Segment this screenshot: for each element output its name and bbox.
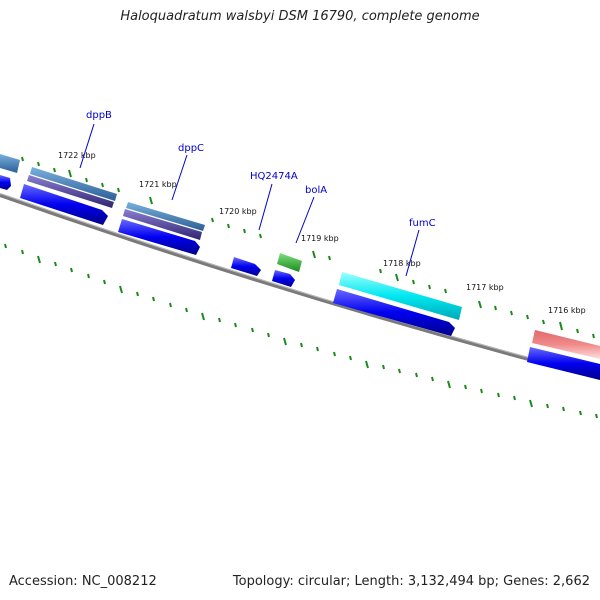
tick-label-1716: 1716 kbp — [548, 306, 586, 315]
cds-arrow-2 — [20, 184, 108, 225]
tick-label-1722: 1722 kbp — [58, 151, 96, 160]
cds-arrow-7 — [527, 347, 600, 380]
tick-label-1720: 1720 kbp — [219, 207, 257, 216]
map-title: Haloquadratum walsbyi DSM 16790, complet… — [120, 9, 480, 24]
gene-leader-lines — [79, 123, 420, 277]
cds-arrow-3 — [118, 219, 200, 255]
feature-band-dppB-upper — [30, 167, 117, 201]
tick-label-1721: 1721 kbp — [139, 180, 177, 189]
tick-label-1717: 1717 kbp — [466, 283, 504, 292]
cds-arrow-4 — [231, 257, 261, 276]
tick-label-1718: 1718 kbp — [383, 259, 421, 268]
feature-band-dppC-lower — [123, 209, 202, 240]
accession-text: Accession: NC_008212 — [9, 574, 157, 589]
tick-label-1719: 1719 kbp — [301, 234, 339, 243]
genome-summary-text: Topology: circular; Length: 3,132,494 bp… — [232, 574, 590, 589]
kbp-tick-labels: 1722 kbp 1721 kbp 1720 kbp 1719 kbp 1718… — [58, 151, 586, 315]
feature-band-dppB-lower — [27, 175, 114, 208]
gene-label-fumC: fumC — [409, 218, 436, 229]
feature-band-left-edge — [0, 154, 20, 173]
gene-label-dppC: dppC — [178, 143, 204, 154]
cds-arrows — [0, 175, 600, 380]
gene-label-bolA: bolA — [305, 185, 327, 196]
feature-band-bolA — [277, 253, 302, 272]
outer-tick-ring — [21, 156, 595, 339]
genome-backbone — [0, 193, 600, 380]
cds-arrow-6 — [333, 289, 455, 336]
feature-band-right-edge — [532, 330, 600, 359]
inner-tick-ring — [4, 243, 598, 419]
cds-arrow-1 — [0, 175, 11, 190]
feature-bands — [0, 154, 600, 359]
feature-band-dppC-upper — [126, 202, 205, 231]
cds-arrow-5 — [272, 270, 295, 287]
gene-labels: dppB dppC HQ2474A bolA fumC — [86, 110, 436, 229]
gene-label-dppB: dppB — [86, 110, 112, 121]
feature-band-fumC — [339, 272, 462, 320]
gene-label-HQ2474A: HQ2474A — [250, 171, 298, 182]
